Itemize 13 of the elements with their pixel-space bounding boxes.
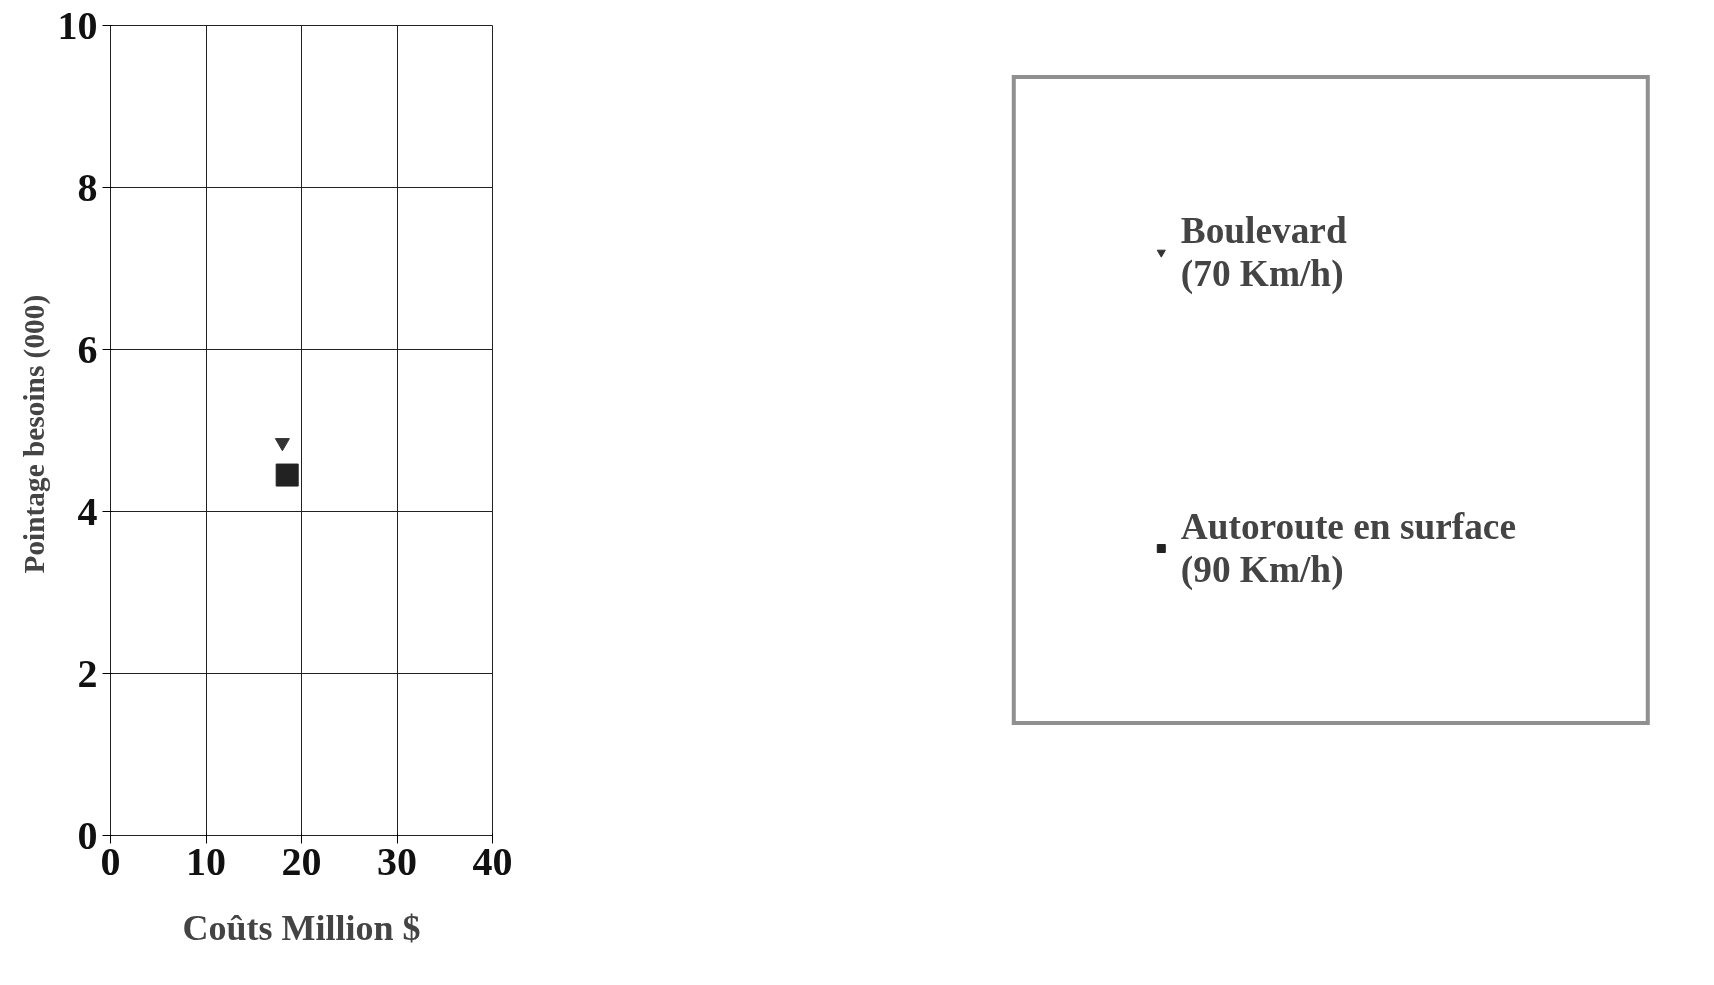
x-tick-label: 10 [186,838,226,884]
y-tick-label: 10 [57,2,98,48]
legend-label: Autoroute en surface (90 Km/h) [1180,505,1516,591]
y-tick-label: 8 [77,164,98,210]
y-tick-label: 2 [77,650,98,696]
x-axis-title: Coûts Million $ [182,907,421,948]
legend-label: Boulevard (70 Km/h) [1180,209,1347,295]
x-tick-label: 20 [281,838,322,884]
y-axis-title: Pointage besoins (000) [17,294,51,574]
x-tick-label: 30 [377,838,417,884]
x-tick-label: 40 [472,838,513,884]
y-tick-label: 4 [77,488,98,534]
y-tick-label: 6 [77,326,98,372]
